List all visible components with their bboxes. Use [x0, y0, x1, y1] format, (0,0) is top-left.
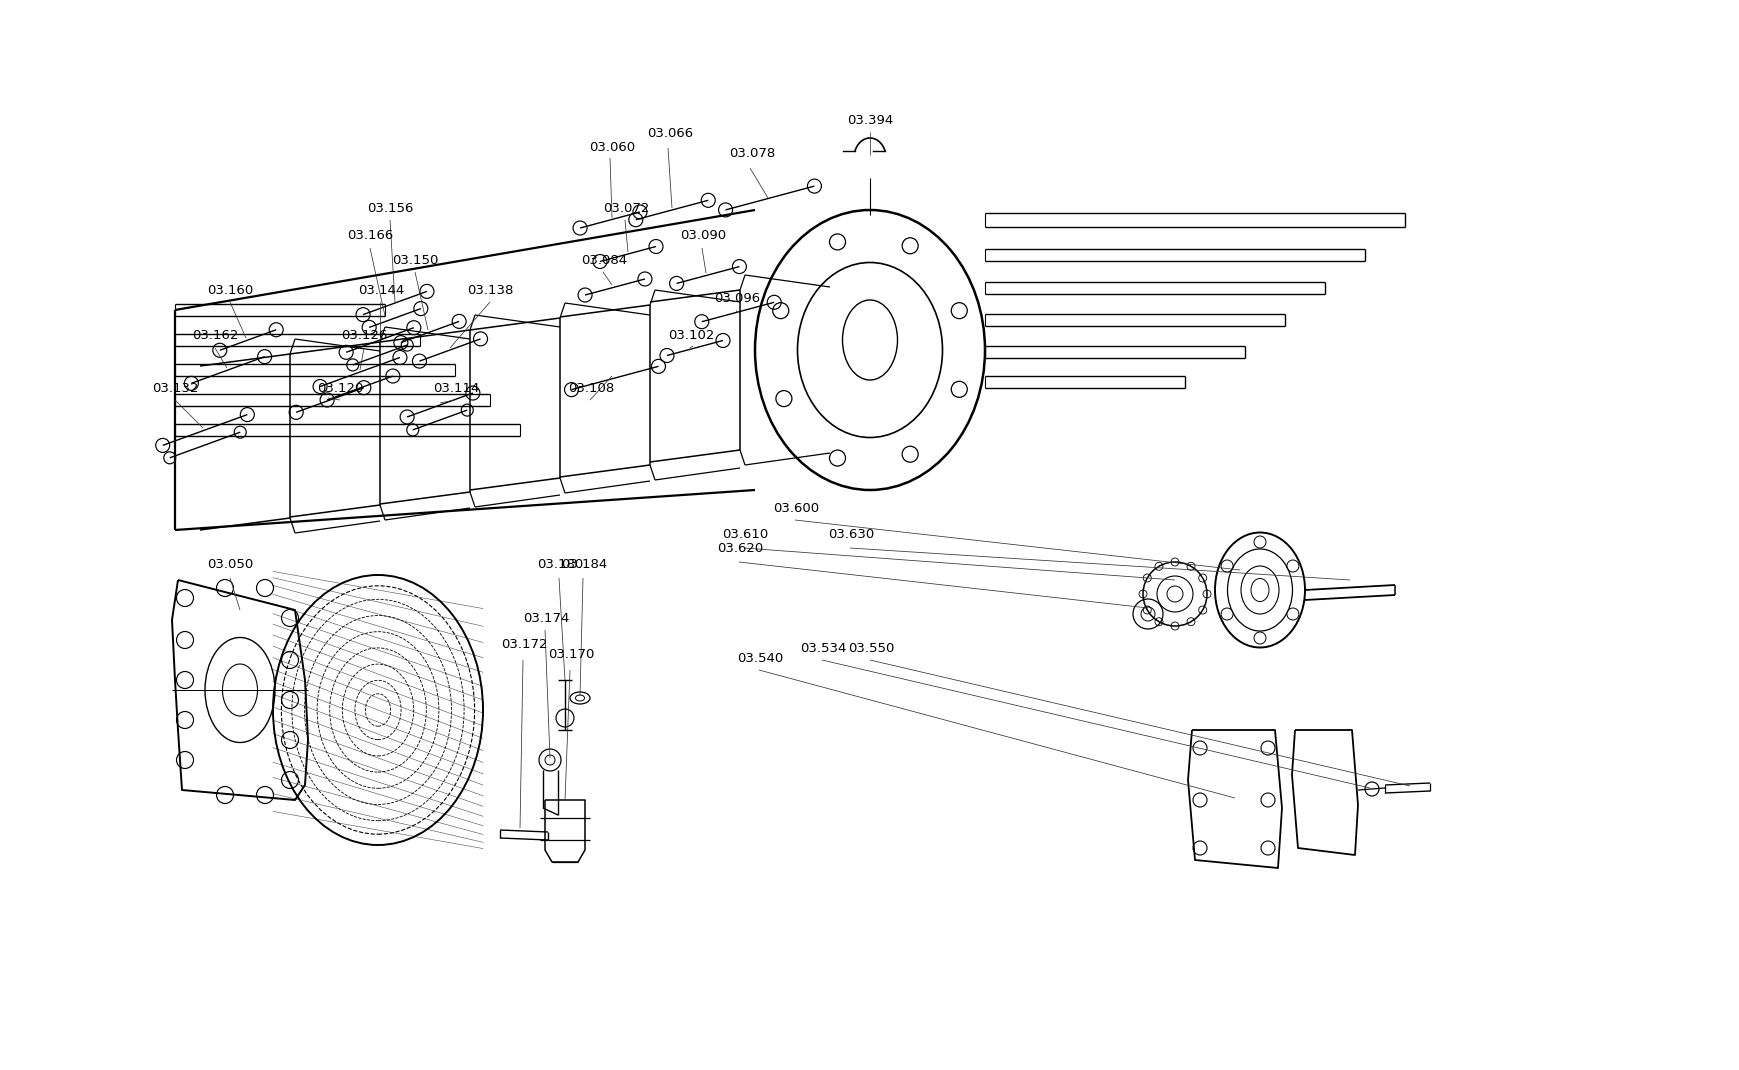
- Text: 03.184: 03.184: [560, 559, 607, 571]
- Text: 03.600: 03.600: [772, 502, 819, 515]
- Text: 03.170: 03.170: [548, 648, 593, 661]
- Text: 03.180: 03.180: [537, 559, 583, 571]
- Text: 03.160: 03.160: [207, 284, 252, 296]
- Text: 03.096: 03.096: [713, 291, 760, 305]
- Text: 03.050: 03.050: [207, 559, 252, 571]
- Text: 03.166: 03.166: [346, 229, 393, 242]
- Text: 03.114: 03.114: [433, 382, 478, 395]
- Text: 03.108: 03.108: [567, 382, 614, 395]
- Text: 03.060: 03.060: [588, 140, 635, 153]
- Text: 03.144: 03.144: [358, 284, 403, 296]
- Text: 03.620: 03.620: [716, 541, 763, 554]
- Text: 03.072: 03.072: [602, 201, 649, 214]
- Text: 03.550: 03.550: [847, 642, 894, 655]
- Text: 03.610: 03.610: [722, 528, 767, 540]
- Text: 03.540: 03.540: [736, 652, 783, 664]
- Text: 03.630: 03.630: [828, 528, 873, 540]
- Text: 03.084: 03.084: [581, 254, 626, 266]
- Text: 03.172: 03.172: [501, 639, 548, 652]
- Text: 03.078: 03.078: [729, 147, 774, 159]
- Text: 03.120: 03.120: [316, 382, 363, 395]
- Text: 03.534: 03.534: [800, 642, 845, 655]
- Text: 03.150: 03.150: [391, 254, 438, 266]
- Text: 03.394: 03.394: [847, 113, 892, 126]
- Text: 03.162: 03.162: [191, 328, 238, 341]
- Text: 03.156: 03.156: [367, 201, 412, 214]
- Text: 03.090: 03.090: [680, 229, 725, 242]
- Text: 03.066: 03.066: [647, 126, 692, 139]
- Text: 03.126: 03.126: [341, 328, 388, 341]
- Text: 03.138: 03.138: [466, 284, 513, 296]
- Text: 03.102: 03.102: [668, 328, 713, 341]
- Text: 03.174: 03.174: [522, 611, 569, 625]
- Text: 03.132: 03.132: [151, 382, 198, 395]
